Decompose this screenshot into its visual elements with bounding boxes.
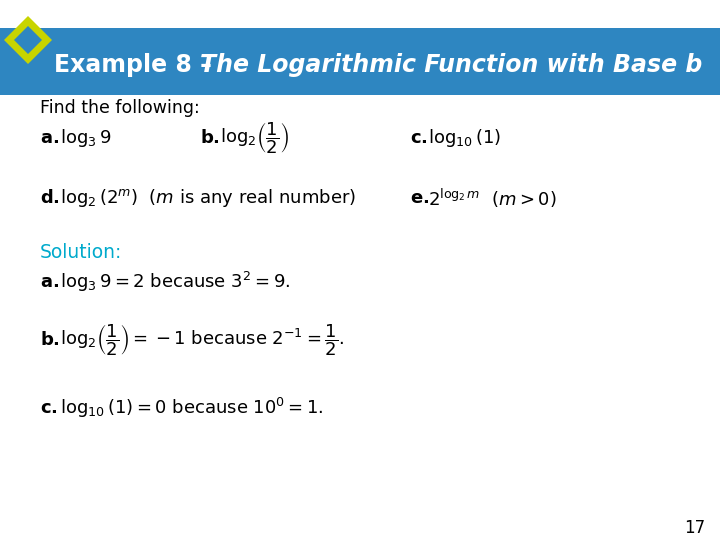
- Text: Find the following:: Find the following:: [40, 99, 199, 117]
- Text: $\mathbf{a.}$: $\mathbf{a.}$: [40, 129, 59, 147]
- Text: 17: 17: [684, 519, 705, 537]
- Text: $\log_3 9$: $\log_3 9$: [60, 127, 112, 149]
- Text: $\log_{10}(1)$: $\log_{10}(1)$: [428, 127, 501, 149]
- Text: $\mathbf{c.}$: $\mathbf{c.}$: [410, 129, 428, 147]
- Text: $\log_2(2^m)$  $(m$ is any real number$)$: $\log_2(2^m)$ $(m$ is any real number$)$: [60, 187, 356, 209]
- Text: $\log_3 9 = 2$ because $3^2 = 9.$: $\log_3 9 = 2$ because $3^2 = 9.$: [60, 270, 290, 294]
- Text: $2^{\log_2 m}$  $(m > 0)$: $2^{\log_2 m}$ $(m > 0)$: [428, 186, 557, 210]
- FancyBboxPatch shape: [0, 28, 720, 95]
- Text: $\mathbf{d.}$: $\mathbf{d.}$: [40, 189, 60, 207]
- Text: Example 8 –: Example 8 –: [54, 53, 220, 77]
- Text: $\log_{10}(1) = 0$ because $10^0 = 1.$: $\log_{10}(1) = 0$ because $10^0 = 1.$: [60, 396, 324, 420]
- Text: $\mathbf{e.}$: $\mathbf{e.}$: [410, 189, 429, 207]
- Text: $\mathbf{b.}$: $\mathbf{b.}$: [200, 129, 220, 147]
- Text: $\mathbf{b.}$: $\mathbf{b.}$: [40, 331, 60, 349]
- Text: Solution:: Solution:: [40, 242, 122, 261]
- Text: $\mathbf{c.}$: $\mathbf{c.}$: [40, 399, 58, 417]
- Text: The Logarithmic Function with Base b: The Logarithmic Function with Base b: [200, 53, 702, 77]
- Text: $\log_2\!\left(\dfrac{1}{2}\right)$: $\log_2\!\left(\dfrac{1}{2}\right)$: [220, 120, 289, 156]
- Polygon shape: [14, 26, 42, 54]
- Text: $\log_2\!\left(\dfrac{1}{2}\right) = -1$ because $2^{-1} = \dfrac{1}{2}.$: $\log_2\!\left(\dfrac{1}{2}\right) = -1$…: [60, 322, 344, 358]
- Polygon shape: [4, 16, 52, 64]
- Text: $\mathbf{a.}$: $\mathbf{a.}$: [40, 273, 59, 291]
